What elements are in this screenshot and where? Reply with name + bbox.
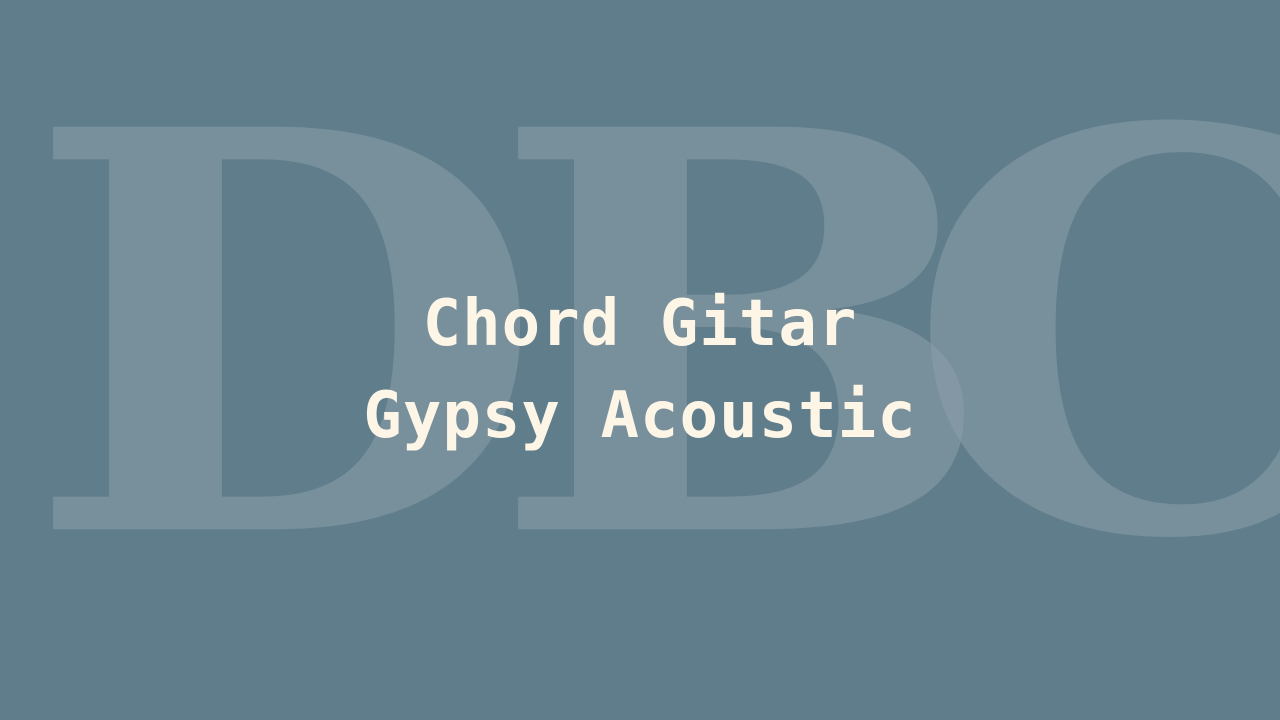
watermark-letter-c: C: [905, 60, 1280, 612]
watermark-letter-d: D: [25, 11, 546, 660]
page-title: Chord Gitar Gypsy Acoustic: [0, 278, 1280, 462]
watermark-letter-b: B: [490, 11, 998, 660]
title-line-1: Chord Gitar: [422, 287, 858, 361]
title-line-2: Gypsy Acoustic: [363, 379, 917, 453]
